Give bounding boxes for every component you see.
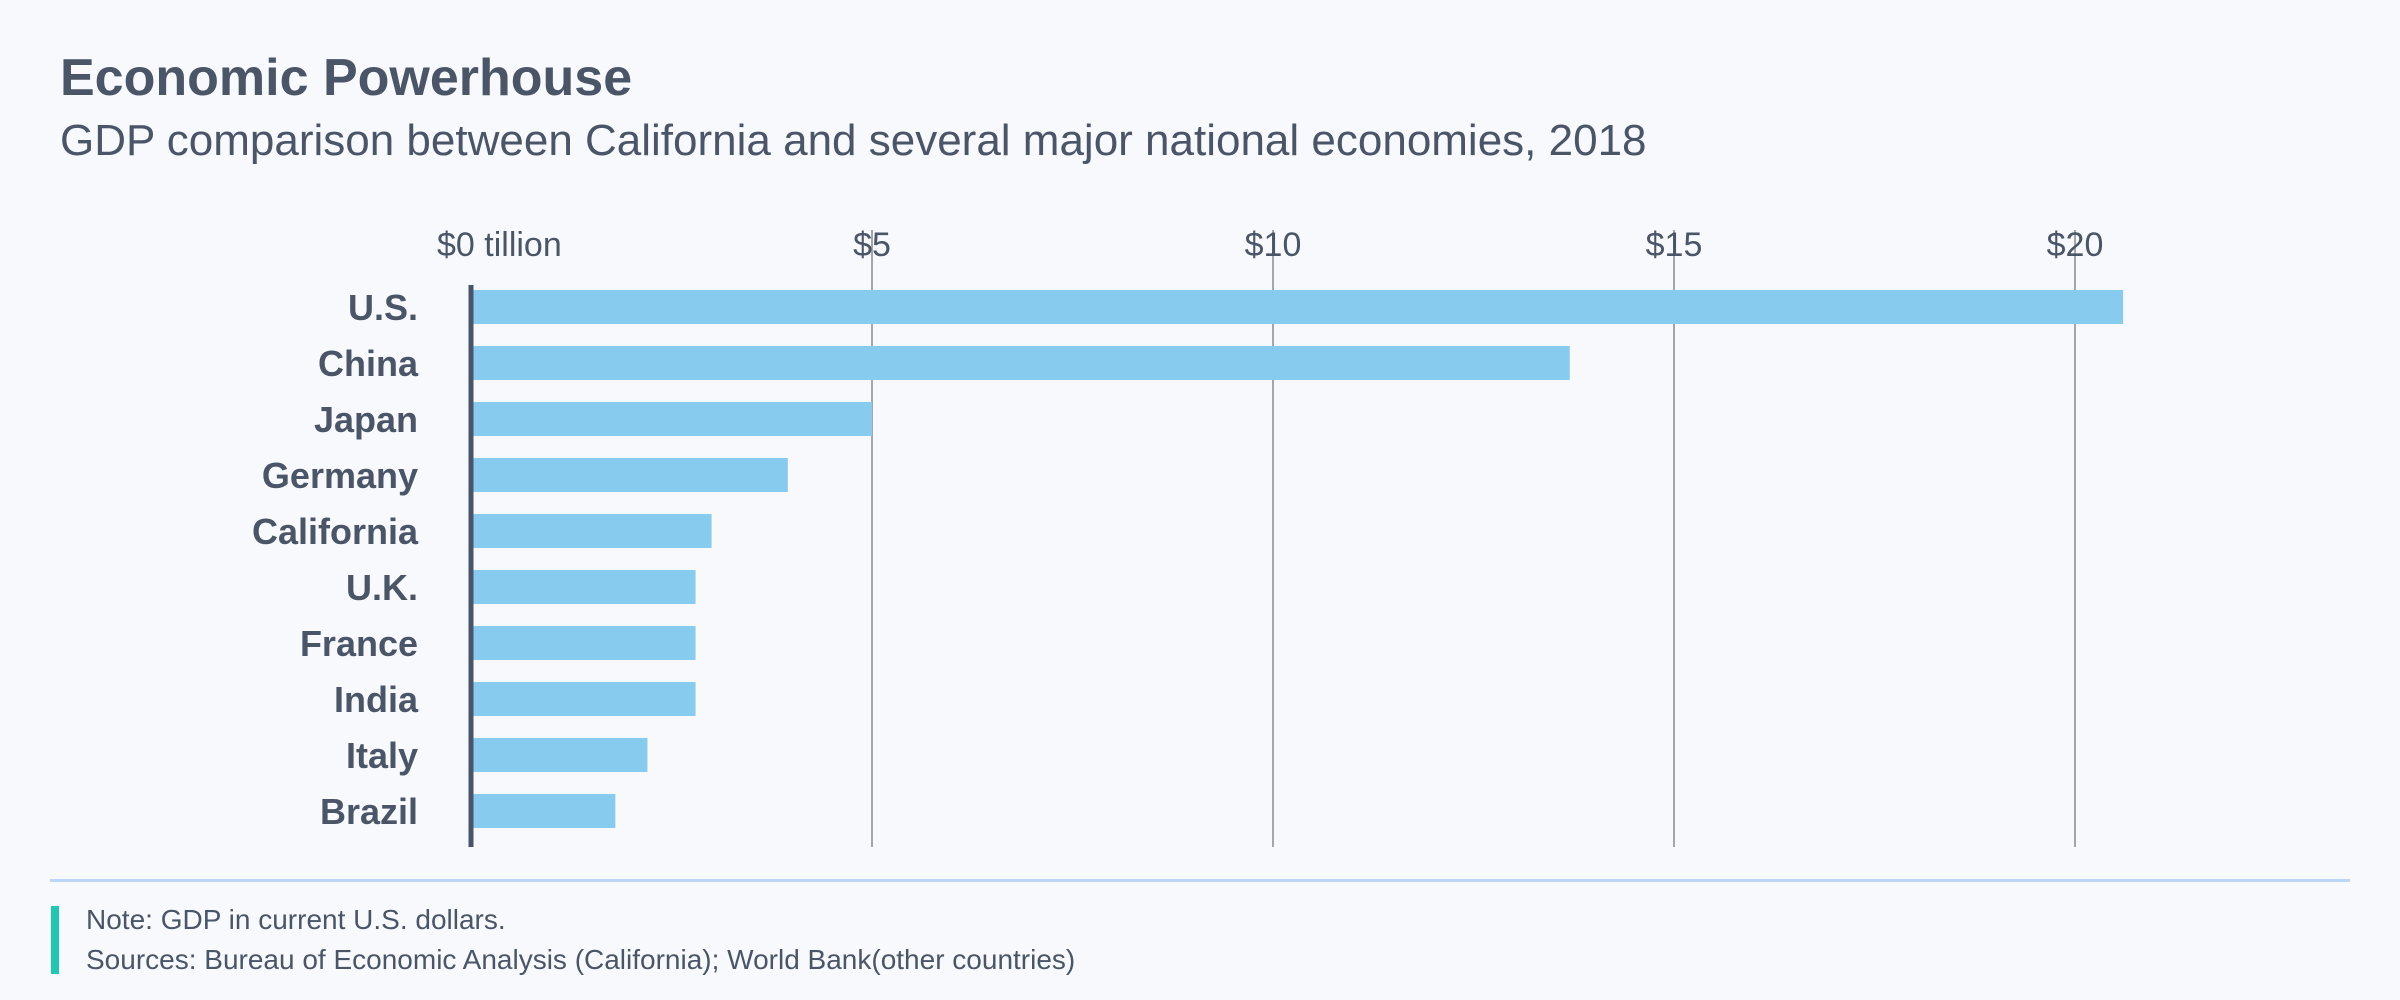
bar-u-s: [471, 290, 2124, 324]
bar-california: [471, 514, 712, 548]
chart-subtitle: GDP comparison between California and se…: [60, 116, 1647, 165]
bar-brazil: [471, 794, 616, 828]
x-tick-label: $15: [1646, 226, 1703, 264]
category-label: California: [252, 511, 419, 552]
bar-germany: [471, 458, 788, 492]
note-accent-bar: [51, 906, 59, 974]
x-tick-label: $5: [853, 226, 891, 264]
category-labels: U.S. China Japan Germany California U.K. Franc…: [252, 287, 419, 832]
category-label: Japan: [314, 399, 418, 440]
bar-u-k: [471, 570, 696, 604]
bar-france: [471, 626, 696, 660]
x-tick-label: $10: [1245, 226, 1302, 264]
x-tick-label: $20: [2047, 226, 2104, 264]
bar-chart: $0 tillion $5 $10 $15 $20 U.S. China Japan Germ…: [252, 226, 2124, 847]
bar-china: [471, 346, 1570, 380]
category-label: Germany: [262, 455, 418, 496]
footnote-note: Note: GDP in current U.S. dollars.: [86, 904, 506, 935]
footer-divider: [50, 879, 2350, 882]
gridlines: [871, 230, 2076, 847]
category-label: China: [318, 343, 419, 384]
x-tick-label: $0 tillion: [437, 226, 562, 264]
x-axis-ticks: $0 tillion $5 $10 $15 $20: [437, 226, 2103, 264]
bar-italy: [471, 738, 648, 772]
chart-title: Economic Powerhouse: [60, 49, 633, 107]
bars: [471, 290, 2124, 828]
footnote-sources: Sources: Bureau of Economic Analysis (Ca…: [86, 944, 1076, 975]
category-label: India: [334, 679, 419, 720]
category-label: U.S.: [348, 287, 418, 328]
bar-japan: [471, 402, 872, 436]
category-label: U.K.: [346, 567, 418, 608]
bar-india: [471, 682, 696, 716]
category-label: Italy: [346, 735, 418, 776]
category-label: France: [300, 623, 418, 664]
category-label: Brazil: [320, 791, 418, 832]
